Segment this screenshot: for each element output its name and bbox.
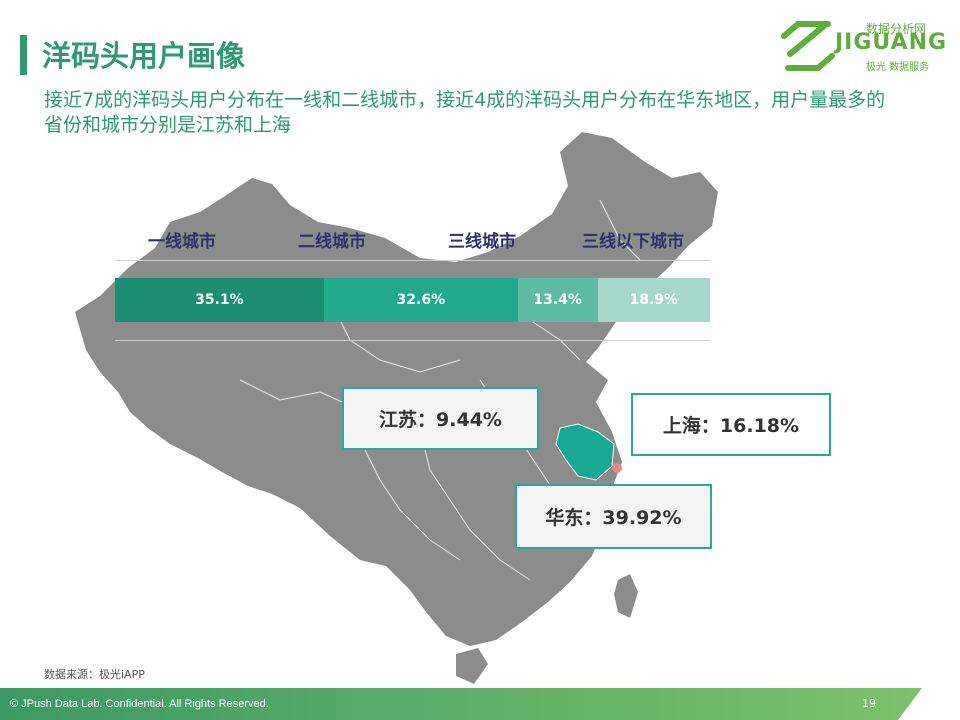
bar-segment: 13.4% [517,278,598,322]
category-label: 一线城市 [148,232,216,252]
logo-subtext: 极光 数据服务 [866,62,930,73]
title-accent-bar [20,35,27,75]
chart-gridline [115,340,710,341]
chart-gridline [115,260,710,261]
data-source: 数据来源：极光iAPP [44,668,145,681]
category-label: 二线城市 [298,232,366,252]
callout-east-china: 华东：39.92% [515,484,712,549]
bar-segment: 18.9% [597,278,710,322]
logo-wordmark: JIGUANG [835,30,948,55]
callout-jiangsu: 江苏：9.44% [342,387,539,450]
page-title: 洋码头用户画像 [42,39,246,73]
bar-segment: 35.1% [115,278,324,322]
callout-shanghai: 上海：16.18% [631,393,831,456]
page-number: 19 [862,697,876,710]
logo-top-text: 数据分析网 [866,22,927,36]
page-subtitle: 接近7成的洋码头用户分布在一线和二线城市，接近4成的洋码头用户分布在华东地区，用… [44,89,886,136]
footer-band [0,688,922,720]
footer-copyright: © JPush Data Lab. Confidential. All Righ… [10,698,269,710]
category-label: 三线城市 [448,232,516,252]
bar-segment: 32.6% [323,278,518,322]
category-label: 三线以下城市 [582,232,684,252]
jiguang-logo-icon [781,21,835,71]
